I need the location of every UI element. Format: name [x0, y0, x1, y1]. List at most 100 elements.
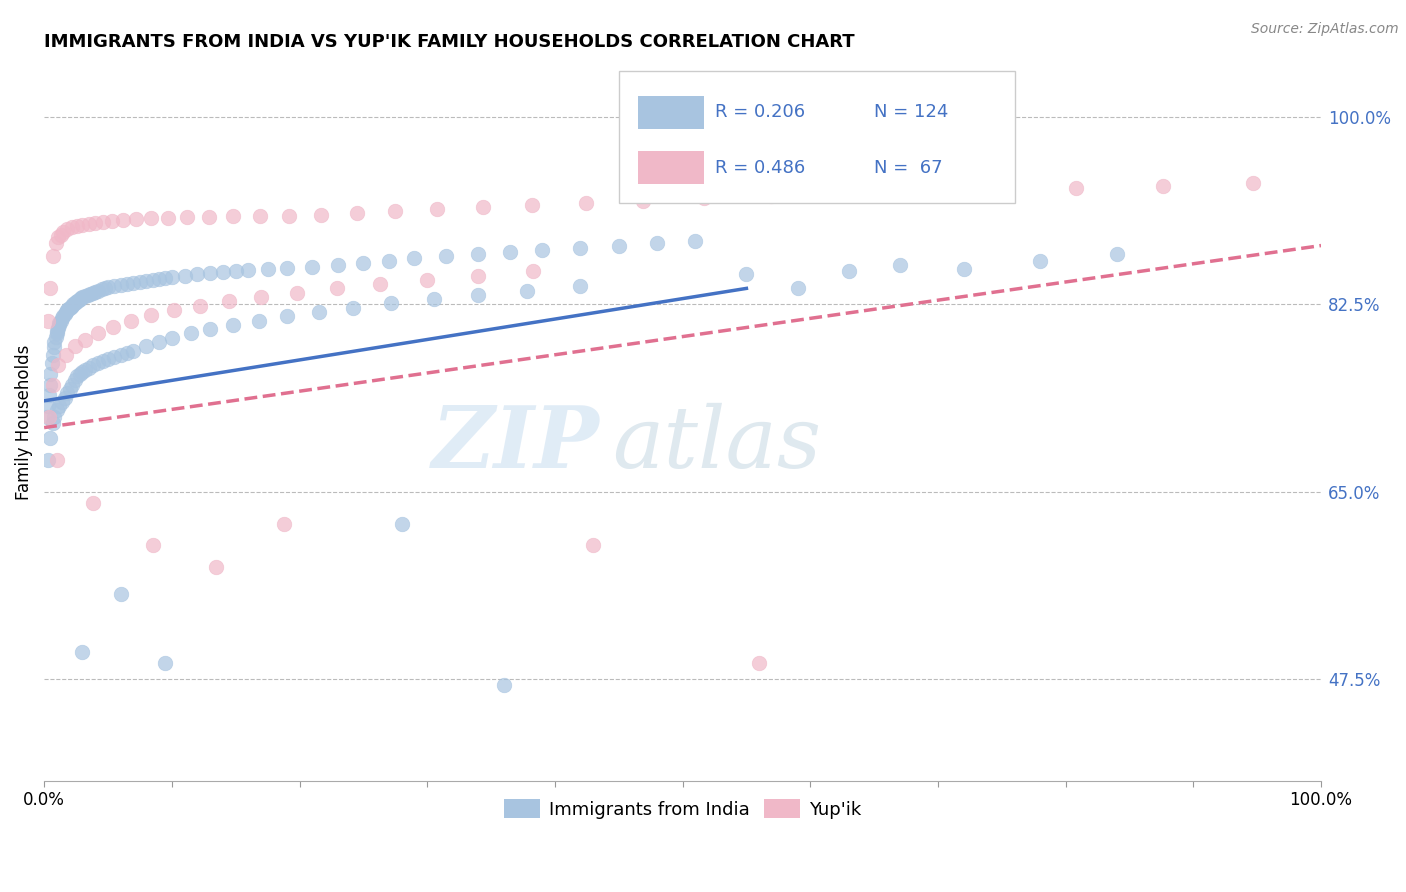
Point	[69, 292, 91, 306]
Point	[53, 307, 76, 321]
Point	[90, 283, 112, 297]
Point	[45, 326, 67, 341]
Point	[128, 275, 150, 289]
Point	[218, 294, 240, 309]
Point	[115, 277, 138, 292]
Point	[492, 678, 515, 692]
Point	[122, 343, 145, 358]
Point	[35, 409, 58, 424]
Point	[308, 305, 330, 319]
Point	[52, 310, 75, 324]
Point	[65, 295, 87, 310]
Point	[67, 293, 90, 308]
Point	[160, 331, 183, 345]
Point	[426, 202, 449, 216]
Point	[173, 268, 195, 283]
Point	[115, 345, 138, 359]
Point	[87, 326, 110, 341]
Point	[55, 348, 77, 362]
Point	[467, 288, 489, 302]
Point	[1152, 178, 1174, 193]
Point	[94, 281, 117, 295]
Point	[112, 212, 135, 227]
Point	[63, 296, 86, 310]
Point	[256, 262, 278, 277]
Point	[39, 377, 62, 392]
Point	[163, 302, 186, 317]
Point	[59, 301, 82, 315]
Point	[42, 417, 65, 431]
Point	[378, 253, 401, 268]
Point	[72, 365, 94, 379]
Point	[222, 209, 245, 223]
Point	[45, 403, 67, 417]
Point	[59, 382, 82, 396]
Point	[380, 296, 402, 310]
Text: atlas: atlas	[613, 402, 821, 485]
Point	[222, 318, 245, 332]
Point	[37, 313, 59, 327]
Point	[249, 209, 271, 223]
Point	[79, 286, 101, 301]
Point	[1064, 180, 1087, 194]
Point	[155, 656, 177, 670]
Point	[285, 285, 308, 300]
Point	[82, 495, 104, 509]
Point	[645, 236, 668, 251]
Point	[404, 252, 426, 266]
Point	[38, 388, 60, 402]
Point	[904, 185, 927, 199]
Y-axis label: Family Households: Family Households	[15, 344, 32, 500]
Point	[786, 281, 808, 295]
Point	[309, 207, 332, 221]
Point	[531, 243, 554, 257]
Point	[91, 215, 114, 229]
Point	[278, 209, 301, 223]
Point	[582, 538, 605, 552]
Point	[72, 218, 94, 232]
Point	[44, 340, 66, 354]
Point	[41, 356, 63, 370]
FancyBboxPatch shape	[619, 70, 1015, 203]
Legend: Immigrants from India, Yup'ik: Immigrants from India, Yup'ik	[496, 791, 869, 826]
Point	[830, 187, 852, 202]
Point	[569, 241, 592, 255]
Point	[66, 369, 89, 384]
Point	[198, 210, 221, 224]
Point	[1105, 247, 1128, 261]
Point	[1241, 177, 1264, 191]
Point	[46, 230, 69, 244]
Point	[391, 516, 413, 531]
Point	[72, 645, 94, 659]
Point	[472, 200, 495, 214]
Point	[186, 268, 208, 282]
Point	[520, 198, 543, 212]
Point	[45, 236, 67, 251]
Point	[73, 333, 96, 347]
Point	[60, 299, 83, 313]
Point	[198, 322, 221, 336]
Point	[574, 195, 596, 210]
Point	[56, 302, 79, 317]
Point	[42, 249, 65, 263]
Point	[82, 359, 104, 373]
Point	[176, 210, 198, 224]
Point	[122, 276, 145, 290]
Point	[45, 324, 67, 338]
Point	[160, 269, 183, 284]
Point	[142, 273, 165, 287]
Point	[346, 206, 368, 220]
Point	[198, 267, 221, 281]
Point	[84, 285, 107, 299]
Text: R = 0.206: R = 0.206	[714, 103, 804, 121]
Point	[56, 386, 79, 401]
Point	[72, 290, 94, 304]
Point	[120, 313, 142, 327]
Point	[434, 249, 457, 263]
Point	[685, 234, 707, 248]
Point	[384, 204, 406, 219]
Point	[981, 183, 1004, 197]
Point	[522, 264, 544, 278]
Point	[49, 227, 72, 242]
Point	[422, 292, 444, 306]
